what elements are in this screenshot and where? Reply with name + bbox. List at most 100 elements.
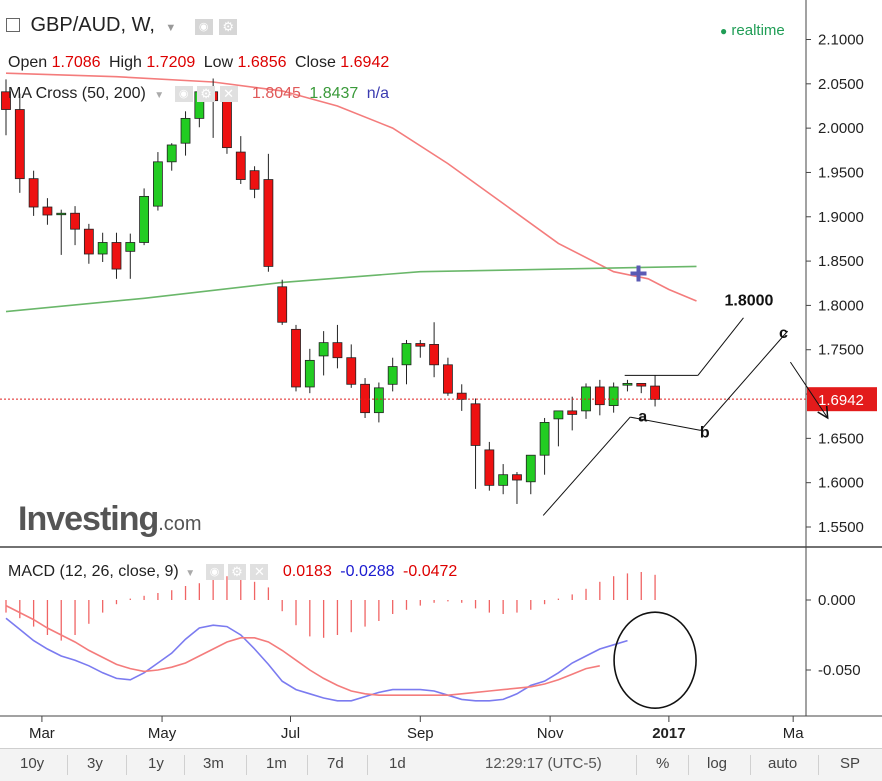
collapse-icon[interactable] — [6, 17, 20, 32]
range-1y[interactable]: 1y — [148, 755, 164, 772]
candle-up — [498, 474, 509, 486]
macd-close-icon[interactable]: ✕ — [250, 563, 269, 580]
candle-down — [42, 206, 53, 216]
y-tick-label: 1.6500 — [818, 430, 864, 447]
ohlc-legend: Open 1.7086 High 1.7209 Low 1.6856 Close… — [8, 54, 389, 72]
candle-down — [594, 386, 605, 406]
macd-highlight-circle — [613, 611, 697, 710]
y-tick-label: 2.0000 — [818, 120, 864, 137]
candle-up — [387, 366, 398, 385]
x-tick-label: 2017 — [652, 725, 685, 742]
log-toggle[interactable]: log — [707, 755, 728, 772]
annotation-label: 1.8000 — [725, 292, 774, 309]
separator — [636, 755, 637, 775]
realtime-indicator: ● realtime — [720, 22, 785, 39]
clock-readout[interactable]: 12:29:17 (UTC-5) — [485, 755, 602, 772]
realtime-label: realtime — [731, 22, 785, 39]
ma-legend: MA Cross (50, 200) ▼ ◉ ⚙ ✕ 1.8045 1.8437… — [8, 85, 389, 103]
macd-label: MACD (12, 26, close, 9) — [8, 563, 179, 580]
x-tick-label: May — [148, 725, 177, 742]
candle-down — [249, 170, 260, 190]
ma-fast-value: 1.8045 — [252, 85, 301, 102]
candle-up — [525, 454, 536, 483]
annotation-label: b — [700, 424, 710, 441]
candle-down — [470, 403, 481, 446]
sp-toggle[interactable]: SP — [840, 755, 861, 772]
separator — [818, 755, 819, 775]
candle-down — [567, 410, 578, 415]
candle-down — [346, 357, 357, 385]
macd-eye-icon[interactable]: ◉ — [205, 563, 224, 580]
percent-toggle[interactable]: % — [656, 755, 670, 772]
ma-fast-line — [5, 72, 697, 302]
settings-eye-icon[interactable]: ◉ — [194, 18, 213, 35]
candle-up — [608, 386, 619, 406]
chart-header: GBP/AUD, W, ▼ ◉ ⚙ — [6, 14, 238, 37]
candle-down — [235, 151, 246, 180]
macd-y-tick-label: 0.000 — [818, 592, 856, 609]
candle-down — [277, 286, 288, 323]
separator — [307, 755, 308, 775]
candle-up — [56, 212, 67, 216]
range-10y[interactable]: 10y — [20, 755, 45, 772]
separator — [688, 755, 689, 775]
candle-down — [650, 385, 660, 400]
range-1m[interactable]: 1m — [266, 755, 287, 772]
open-value: 1.7086 — [51, 54, 101, 71]
candle-up — [318, 342, 329, 357]
candle-up — [553, 410, 564, 420]
y-tick-label: 2.0500 — [818, 76, 864, 93]
candle-up — [401, 343, 412, 366]
candle-up — [153, 161, 163, 207]
macd-dropdown-icon[interactable]: ▼ — [185, 568, 196, 579]
separator — [367, 755, 368, 775]
candle-down — [512, 474, 522, 481]
candle-down — [83, 228, 94, 255]
range-7d[interactable]: 7d — [327, 755, 344, 772]
macd-hist-value: 0.0183 — [282, 563, 332, 580]
y-tick-label: 1.5500 — [818, 519, 864, 536]
candle-down — [484, 449, 495, 486]
separator — [750, 755, 751, 775]
auto-toggle[interactable]: auto — [768, 755, 798, 772]
ma-eye-icon[interactable]: ◉ — [174, 85, 193, 102]
gear-icon[interactable]: ⚙ — [219, 18, 238, 35]
ma-gear-icon[interactable]: ⚙ — [197, 85, 216, 102]
trendline — [789, 361, 829, 419]
range-3m[interactable]: 3m — [203, 755, 224, 772]
macd-gear-icon[interactable]: ⚙ — [228, 563, 246, 580]
range-1d[interactable]: 1d — [389, 755, 406, 772]
brand-suffix: .com — [158, 513, 202, 535]
high-value: 1.7209 — [146, 54, 196, 71]
candle-down — [456, 392, 467, 400]
candle-up — [304, 359, 315, 388]
candle-up — [373, 387, 384, 414]
bottom-toolbar: 10y 3y 1y 3m 1m 7d 1d 12:29:17 (UTC-5) %… — [0, 748, 882, 781]
macd-y-tick-label: -0.050 — [818, 662, 861, 679]
candle-down — [70, 212, 80, 230]
candle-down — [291, 328, 301, 388]
range-3y[interactable]: 3y — [87, 755, 103, 772]
ma-dropdown-icon[interactable]: ▼ — [154, 90, 165, 101]
close-label: Close — [294, 54, 336, 71]
x-tick-label: Ma — [783, 725, 804, 742]
y-tick-label: 1.9000 — [818, 209, 864, 226]
symbol-dropdown-icon[interactable]: ▼ — [165, 22, 177, 34]
macd-line-value: -0.0288 — [340, 563, 395, 580]
y-tick-label: 2.1000 — [818, 32, 864, 49]
candle-down — [429, 344, 440, 366]
ma-na-value: n/a — [366, 85, 390, 102]
low-label: Low — [203, 54, 234, 71]
investing-logo: Investing.com — [18, 500, 202, 539]
candle-down — [28, 178, 39, 208]
ma-close-icon[interactable]: ✕ — [219, 85, 238, 102]
y-tick-label: 1.6000 — [818, 475, 864, 492]
annotation-label: a — [638, 409, 647, 426]
candle-down — [415, 343, 426, 347]
y-tick-label: 1.7500 — [818, 342, 864, 359]
trendline — [697, 317, 744, 376]
macd-signal-value: -0.0472 — [403, 563, 458, 580]
macd-signal-line — [5, 604, 600, 697]
